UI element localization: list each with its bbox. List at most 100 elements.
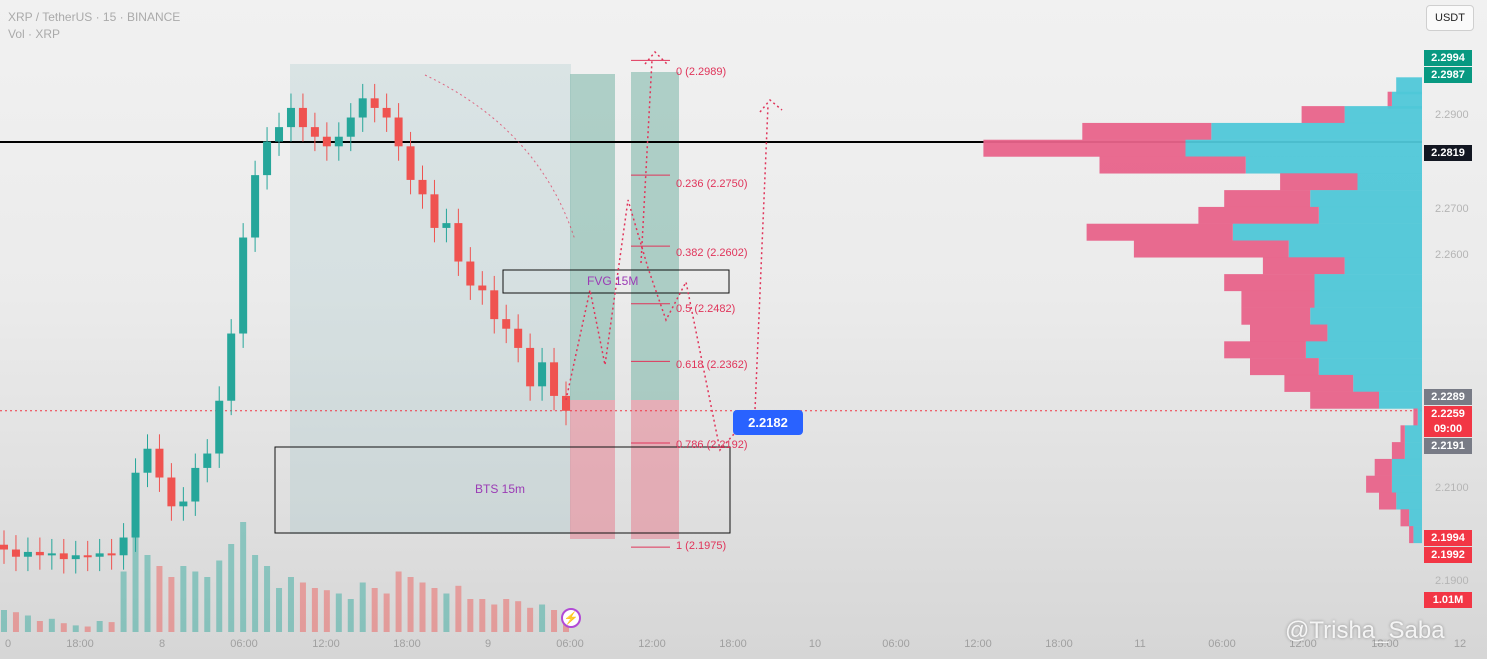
profile-buy-bar xyxy=(1185,139,1422,157)
lightning-icon[interactable]: ⚡ xyxy=(561,608,581,628)
profile-sell-bar xyxy=(1086,223,1233,241)
profile-buy-bar xyxy=(1344,257,1422,275)
candle-body xyxy=(478,285,487,291)
profile-sell-bar xyxy=(1366,475,1392,493)
candle-body xyxy=(466,261,475,286)
profile-buy-bar xyxy=(1211,122,1422,140)
currency-button[interactable]: USDT xyxy=(1426,5,1474,31)
time-label: 18:00 xyxy=(1371,638,1399,650)
projected-spike-path xyxy=(640,59,653,264)
profile-buy-bar xyxy=(1305,341,1422,359)
volume-bar xyxy=(180,566,187,632)
profile-sell-bar xyxy=(1099,156,1246,174)
volume-bar xyxy=(299,582,306,632)
fvg-zone-label: FVG 15M xyxy=(587,274,639,288)
time-label: 11 xyxy=(1134,638,1146,650)
time-label: 0 xyxy=(4,638,12,650)
profile-buy-bar xyxy=(1404,442,1422,460)
candle-body xyxy=(239,237,248,334)
fib-level-label: 0 (2.2989) xyxy=(676,66,727,78)
price-tag-last: 2.2259 xyxy=(1424,406,1472,422)
fib-arc xyxy=(424,74,576,241)
time-label: 12:00 xyxy=(1289,638,1317,650)
profile-buy-bar xyxy=(1396,492,1422,510)
profile-buy-bar xyxy=(1310,190,1422,208)
profile-sell-bar xyxy=(1387,91,1392,109)
projection-arrow-head xyxy=(759,98,783,113)
candle-body xyxy=(251,175,260,238)
price-tag-high-close: 2.2987 xyxy=(1424,67,1472,83)
profile-buy-bar xyxy=(1288,240,1422,258)
price-tick: 2.2700 xyxy=(1435,203,1469,215)
time-label: 12:00 xyxy=(964,638,992,650)
volume-bar xyxy=(443,593,450,632)
symbol-legend: XRP / TetherUS · 15 · BINANCE Vol · XRP xyxy=(8,9,180,43)
volume-bar xyxy=(84,626,91,632)
candle-body xyxy=(11,549,20,557)
volume-bar xyxy=(347,599,354,632)
candle-body xyxy=(298,107,307,128)
candle-body xyxy=(59,553,68,560)
volume-bar xyxy=(96,621,103,632)
profile-sell-bar xyxy=(1379,492,1397,510)
profile-buy-bar xyxy=(1344,106,1422,124)
profile-sell-bar xyxy=(1284,374,1354,392)
profile-buy-bar xyxy=(1353,374,1422,392)
time-label: 18:00 xyxy=(719,638,747,650)
volume-bar xyxy=(311,588,318,632)
candle-body xyxy=(394,117,403,147)
candle-body xyxy=(310,127,319,137)
profile-sell-bar xyxy=(1224,341,1306,359)
time-label: 10 xyxy=(808,638,822,650)
price-tag-low: 2.1994 xyxy=(1424,530,1472,546)
volume-bar xyxy=(371,588,378,632)
volume-bar xyxy=(551,610,558,632)
profile-buy-bar xyxy=(1391,458,1422,476)
volume-bar xyxy=(515,601,522,632)
candle-body xyxy=(358,98,367,118)
fib-level-label: 1 (2.1975) xyxy=(676,540,727,552)
fvg-zone-box xyxy=(502,269,730,294)
price-tag-high: 2.2994 xyxy=(1424,50,1472,66)
candle-body xyxy=(526,347,535,387)
profile-sell-bar xyxy=(1133,240,1289,258)
candle-body xyxy=(346,117,355,137)
bts-zone-box xyxy=(274,446,731,534)
volume-bar xyxy=(228,544,235,632)
profile-buy-bar xyxy=(1314,274,1422,292)
time-label: 06:00 xyxy=(556,638,584,650)
time-label: 06:00 xyxy=(1208,638,1236,650)
time-label: 12 xyxy=(1453,638,1467,650)
time-label: 18:00 xyxy=(393,638,421,650)
candle-body xyxy=(155,448,164,478)
profile-buy-bar xyxy=(1310,307,1422,325)
profile-sell-bar xyxy=(1413,408,1418,426)
candle-body xyxy=(550,362,559,396)
volume-bar xyxy=(395,571,402,632)
volume-bar xyxy=(1,610,7,632)
volume-bar xyxy=(60,623,67,632)
profile-sell-bar xyxy=(1250,358,1319,376)
volume-bar xyxy=(479,599,486,632)
volume-bar xyxy=(132,511,139,632)
volume-bar xyxy=(287,577,294,632)
price-tick: 2.1900 xyxy=(1435,575,1469,587)
candle-body xyxy=(263,141,272,176)
profile-buy-bar xyxy=(1357,173,1422,191)
profile-sell-bar xyxy=(1198,206,1319,224)
profile-buy-bar xyxy=(1314,290,1422,308)
profile-sell-bar xyxy=(1224,274,1315,292)
profile-sell-bar xyxy=(1400,425,1405,443)
time-label: 12:00 xyxy=(638,638,666,650)
candle-body xyxy=(23,551,32,557)
volume-bar xyxy=(252,555,259,632)
volume-bar xyxy=(407,577,414,632)
candle-body xyxy=(107,553,116,556)
profile-buy-bar xyxy=(1391,475,1422,493)
fib-level-label: 0.618 (2.2362) xyxy=(676,359,748,371)
candle-body xyxy=(95,553,104,557)
price-callout[interactable]: 2.2182 xyxy=(733,410,803,435)
volume-label: Vol · XRP xyxy=(8,27,61,41)
